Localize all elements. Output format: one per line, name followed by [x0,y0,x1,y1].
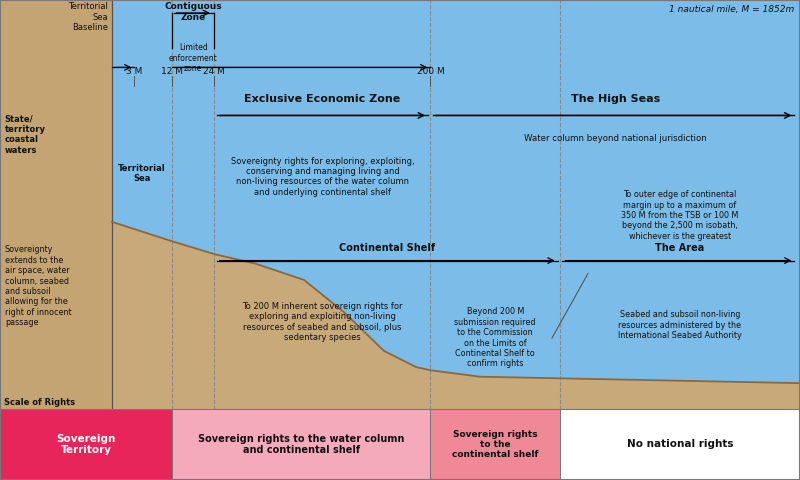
Bar [172,409,430,480]
Bar [0,86,800,409]
Polygon shape [0,222,800,409]
Text: 200 M: 200 M [417,67,444,76]
Polygon shape [0,0,112,409]
Text: Exclusive Economic Zone: Exclusive Economic Zone [244,94,401,104]
Bar [0,409,172,480]
Text: Seabed and subsoil non-living
resources administered by the
International Seabed: Seabed and subsoil non-living resources … [618,310,742,340]
Text: 24 M: 24 M [203,67,226,76]
Bar [430,409,560,480]
Text: Beyond 200 M
submission required
to the Commission
on the Limits of
Continental : Beyond 200 M submission required to the … [454,308,536,369]
Text: The Area: The Area [655,243,705,252]
Polygon shape [0,0,112,409]
Text: Contiguous
Zone: Contiguous Zone [164,2,222,22]
Text: No national rights: No national rights [626,440,734,449]
Bar [560,409,800,480]
Bar [0,0,800,86]
Text: Scale of Rights: Scale of Rights [4,398,75,407]
Text: Limited
enforcement
zone: Limited enforcement zone [169,43,218,73]
Text: Water column beyond national jurisdiction: Water column beyond national jurisdictio… [524,133,706,143]
Text: 1 nautical mile, M = 1852m: 1 nautical mile, M = 1852m [669,5,794,14]
Text: To 200 M inherent sovereign rights for
exploring and exploiting non-living
resou: To 200 M inherent sovereign rights for e… [242,302,402,342]
Text: To outer edge of continental
margin up to a maximum of
350 M from the TSB or 100: To outer edge of continental margin up t… [622,190,738,241]
Text: The High Seas: The High Seas [570,94,660,104]
Text: Sovereign rights to the water column
and continental shelf: Sovereign rights to the water column and… [198,434,404,455]
Text: Continental Shelf: Continental Shelf [339,243,435,252]
Text: Territorial
Sea
Baseline: Territorial Sea Baseline [68,2,108,32]
Text: Sovereign rights
to the
continental shelf: Sovereign rights to the continental shel… [452,430,538,459]
Text: Sovereignty rights for exploring, exploiting,
conserving and managing living and: Sovereignty rights for exploring, exploi… [230,156,414,197]
Polygon shape [112,0,800,383]
Text: 3 M: 3 M [126,67,142,76]
Text: Territorial
Sea: Territorial Sea [118,164,166,183]
Text: State/
territory
coastal
waters: State/ territory coastal waters [5,115,46,155]
Text: Sovereignty
extends to the
air space, water
column, seabed
and subsoil
allowing : Sovereignty extends to the air space, wa… [5,245,71,327]
Text: Sovereign
Territory: Sovereign Territory [56,434,116,455]
Text: 12 M: 12 M [161,67,183,76]
